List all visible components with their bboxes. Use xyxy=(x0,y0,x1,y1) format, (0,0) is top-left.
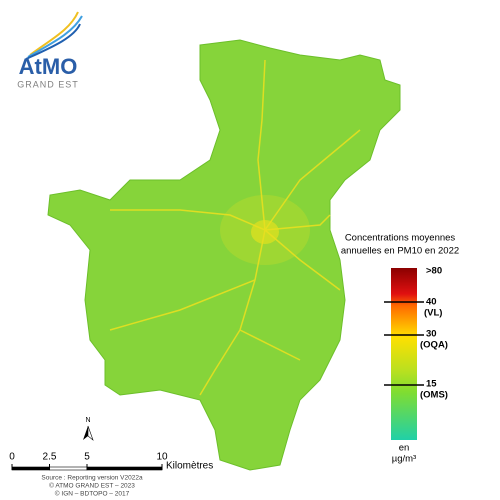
scale-tick-label: 10 xyxy=(156,452,168,463)
scale-segment xyxy=(86,466,163,471)
color-bar xyxy=(391,268,417,440)
legend-unit: en xyxy=(399,443,410,454)
legend-label: 15 xyxy=(426,379,437,390)
scale-segment xyxy=(49,466,88,471)
scale-tick-label: 5 xyxy=(84,452,90,463)
logo: AtMO GRAND EST xyxy=(17,11,83,89)
legend-unit: µg/m³ xyxy=(392,454,416,465)
source: Source : Reporting version V2022a © ATMO… xyxy=(41,475,143,498)
logo-sub: GRAND EST xyxy=(17,79,79,89)
legend-label: (OMS) xyxy=(420,390,448,401)
source-line: © IGN – BDTOPO – 2017 xyxy=(55,490,130,498)
scale-segment xyxy=(11,466,50,471)
scale-tick-label: 0 xyxy=(9,452,15,463)
north-arrow: N xyxy=(83,417,94,441)
legend-title: annuelles en PM10 en 2022 xyxy=(341,246,459,257)
source-line: © ATMO GRAND EST – 2023 xyxy=(49,482,135,490)
source-line: Source : Reporting version V2022a xyxy=(41,475,143,482)
legend-label: 40 xyxy=(426,297,437,308)
legend-title: Concentrations moyennes xyxy=(345,233,456,244)
map xyxy=(47,39,401,471)
legend-label: (VL) xyxy=(424,308,442,319)
north-label: N xyxy=(85,417,90,424)
scale-tick-label: 2.5 xyxy=(43,452,57,463)
scale-unit: Kilomètres xyxy=(166,461,213,472)
legend: Concentrations moyennes annuelles en PM1… xyxy=(341,233,459,465)
logo-name: AtMO xyxy=(19,54,78,79)
legend-label: >80 xyxy=(426,266,442,277)
legend-label: (OQA) xyxy=(420,340,448,351)
legend-label: 30 xyxy=(426,329,437,340)
